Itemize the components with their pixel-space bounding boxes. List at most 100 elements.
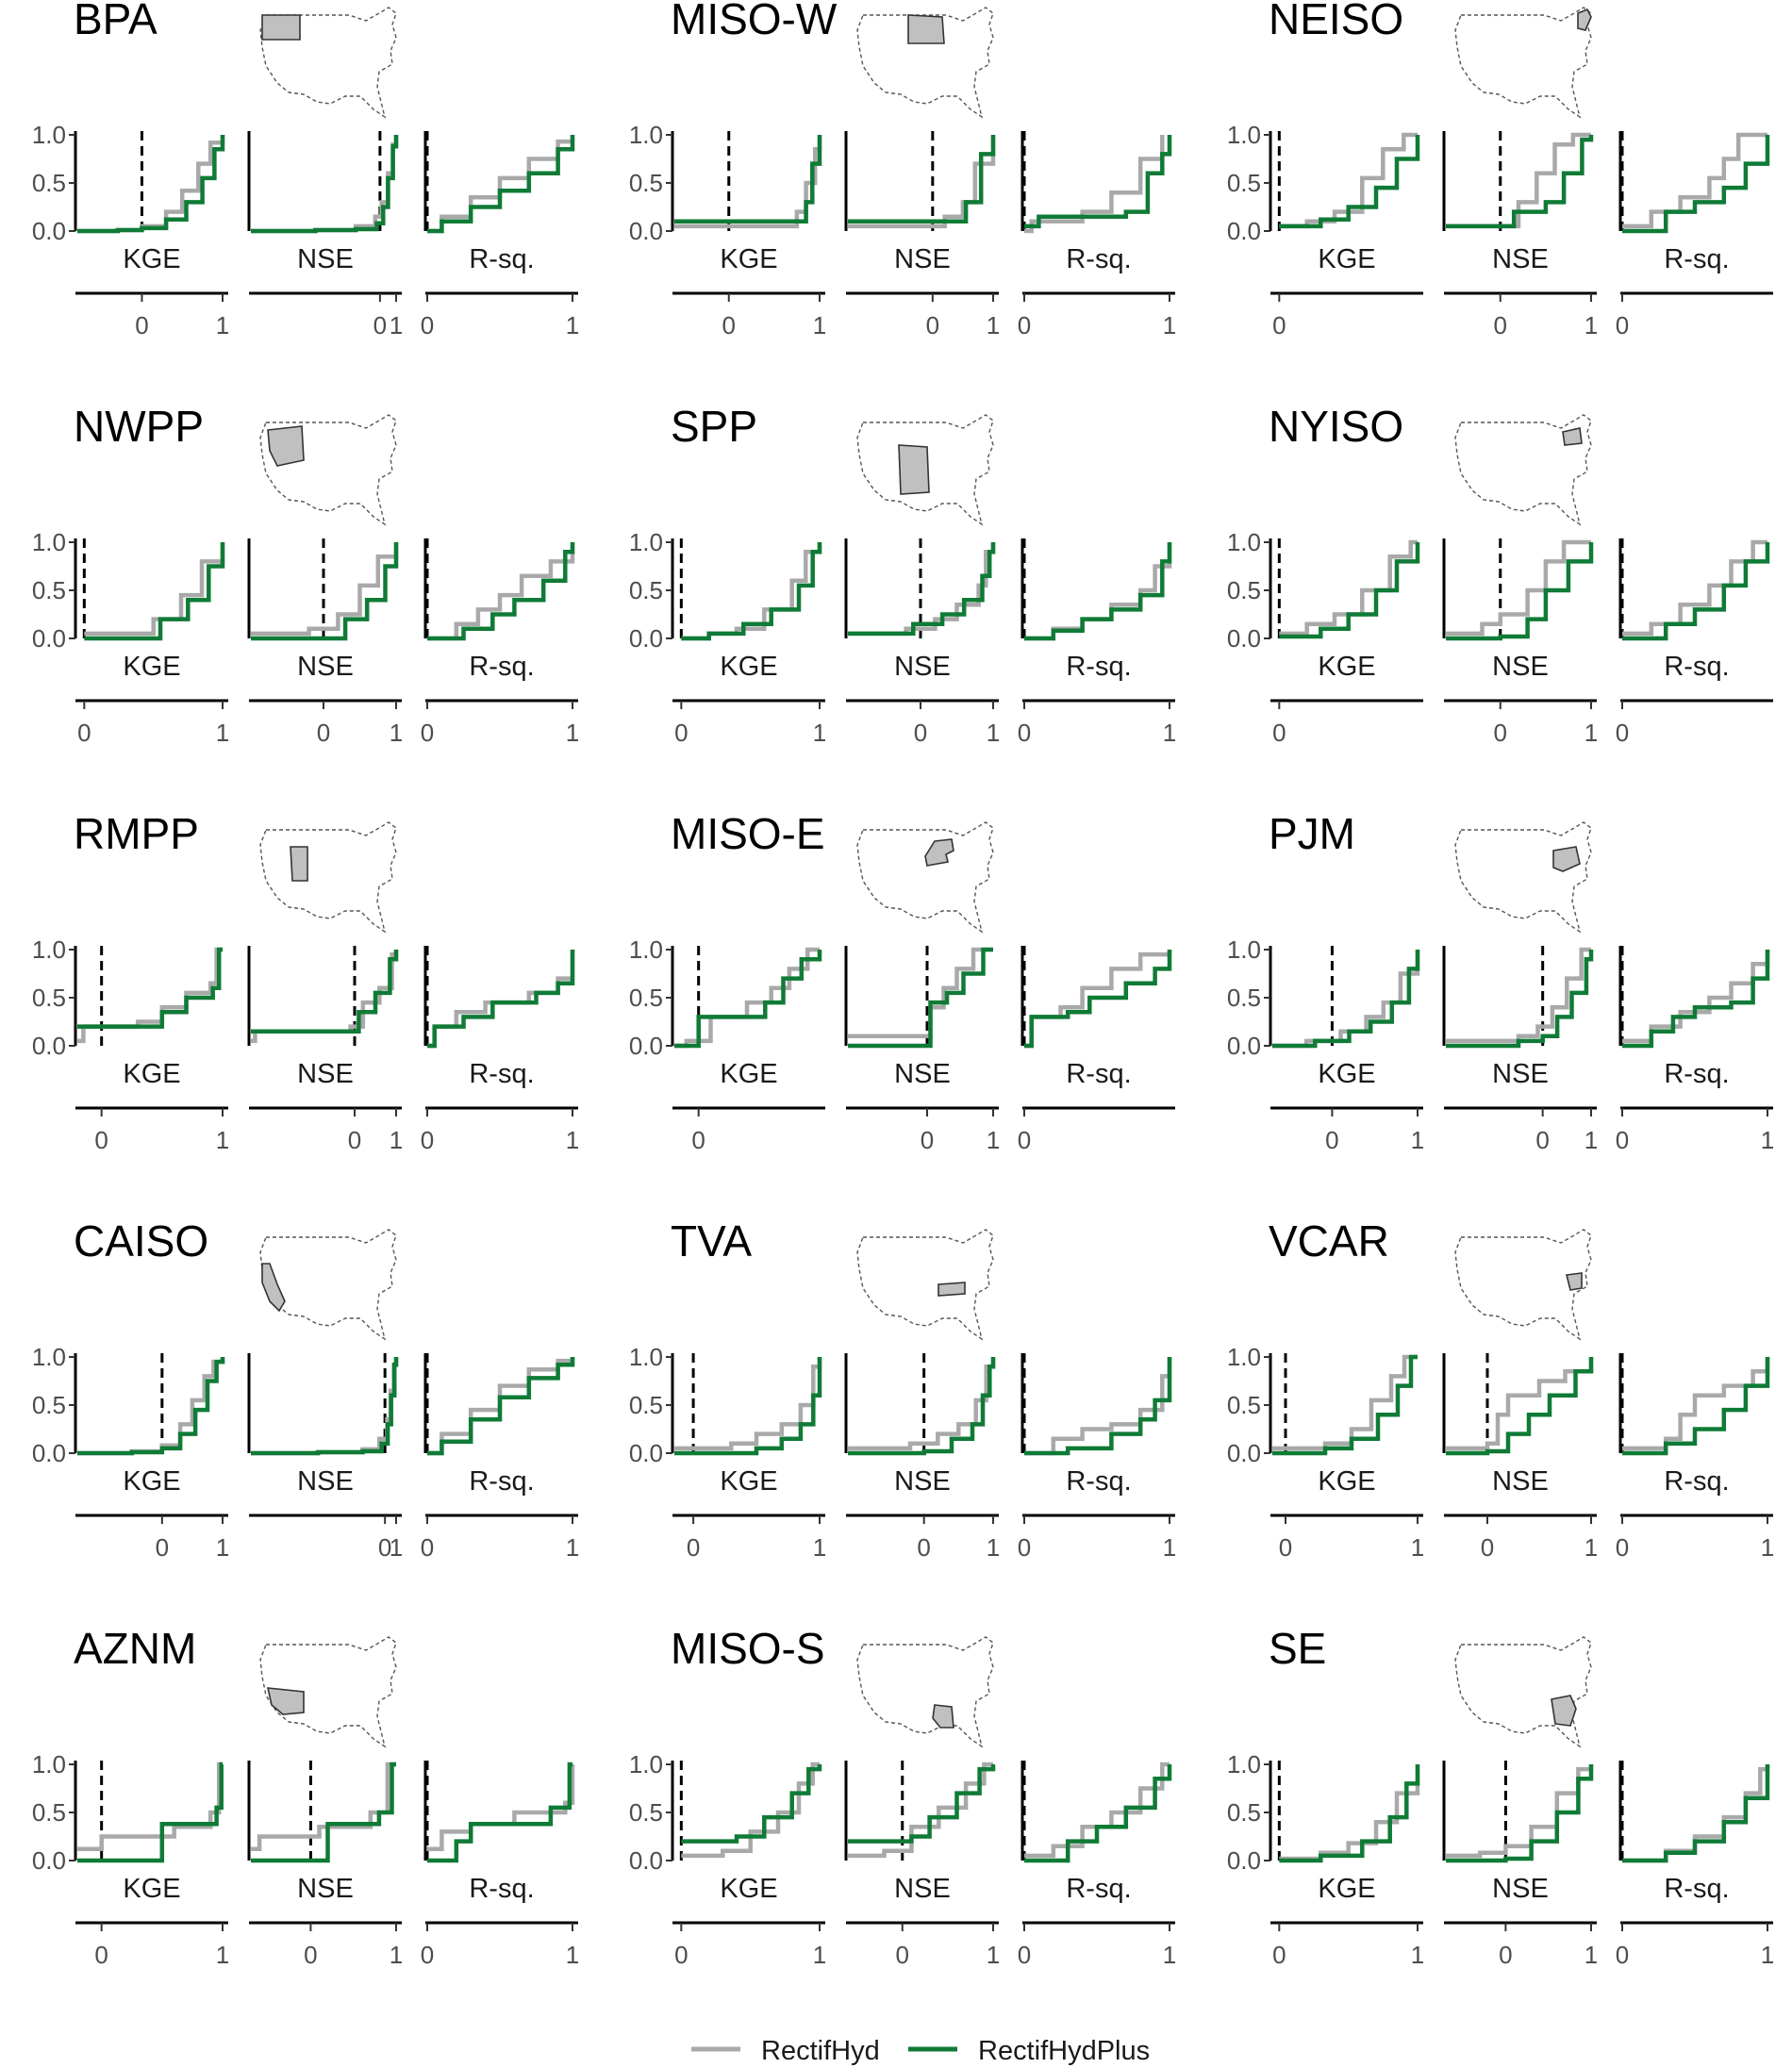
series-rectifhyd-nse [1446, 1764, 1594, 1859]
x-tick-label: 1 [1585, 719, 1598, 747]
metric-label-r-sq: R-sq. [469, 244, 534, 274]
panel-bpa-nse: NSE 0 1 [247, 131, 403, 339]
x-tick-label: 0 [687, 1533, 700, 1562]
x-tick-label: 1 [216, 719, 229, 747]
series-rectifhyd-kge [1279, 1764, 1420, 1861]
us-outline [259, 414, 397, 526]
x-tick-label: 1 [566, 1533, 579, 1562]
x-tick-label: 1 [390, 311, 403, 339]
x-tick-label: 1 [813, 1533, 826, 1562]
series-rectifhyd-r-sq [427, 135, 575, 234]
y-tick-label: 0.5 [1227, 169, 1261, 197]
highlighted-region [907, 14, 945, 44]
y-tick-label: 0.0 [1227, 624, 1261, 653]
series-rectifhydplus-nse [251, 542, 399, 641]
series-rectifhyd-nse [1446, 1357, 1594, 1451]
series-rectifhyd-r-sq [427, 1357, 575, 1456]
panel-se-r-sq: R-sq. 0 1 [1616, 1761, 1774, 1969]
series-rectifhydplus-nse [251, 1357, 399, 1456]
panel-aznm-r-sq: R-sq. 0 1 [421, 1761, 579, 1969]
panel-bpa-kge: 1.0 0.5 0.0 KGE 0 1 [32, 121, 229, 339]
panel-neiso-nse: NSE 0 1 [1442, 131, 1598, 339]
series-rectifhydplus-kge [1272, 950, 1420, 1049]
series-rectifhydplus-kge [84, 542, 225, 641]
series-rectifhydplus-r-sq [1622, 1764, 1770, 1863]
series-rectifhydplus-kge [674, 135, 822, 224]
panel-miso-s-kge: 1.0 0.5 0.0 KGE 0 1 [629, 1750, 826, 1969]
metric-label-kge: KGE [1318, 1874, 1375, 1904]
series-rectifhyd-r-sq [1622, 950, 1770, 1044]
locator-map-tva [856, 1229, 994, 1341]
x-tick-label: 1 [813, 311, 826, 339]
panel-pjm-r-sq: R-sq. 0 1 [1616, 946, 1774, 1154]
region-title-rmpp: RMPP [74, 809, 199, 858]
metric-label-r-sq: R-sq. [469, 1059, 534, 1089]
panel-se-nse: NSE 0 1 [1442, 1761, 1598, 1969]
x-tick-label: 0 [722, 311, 736, 339]
series-rectifhyd-kge [674, 1357, 822, 1451]
y-tick-label: 0.0 [629, 217, 663, 245]
x-tick-label: 1 [566, 311, 579, 339]
y-tick-label: 0.5 [629, 169, 663, 197]
us-outline [259, 1636, 397, 1748]
y-tick-label: 0.0 [1227, 1846, 1261, 1875]
series-rectifhydplus-kge [674, 1357, 822, 1456]
panel-nwpp-r-sq: R-sq. 0 1 [421, 538, 579, 747]
panel-neiso-kge: 1.0 0.5 0.0 KGE 0 [1227, 121, 1423, 339]
panel-spp-r-sq: R-sq. 0 1 [1018, 538, 1176, 747]
panel-caiso-nse: NSE 01 [247, 1353, 403, 1562]
series-rectifhyd-kge [1279, 132, 1418, 229]
metric-label-r-sq: R-sq. [1066, 1874, 1131, 1904]
series-rectifhydplus-nse [848, 135, 996, 224]
panel-miso-e-kge: 1.0 0.5 0.0 KGE 0 [629, 935, 825, 1154]
highlighted-region [261, 14, 301, 41]
series-rectifhyd-r-sq [1024, 542, 1172, 641]
series-rectifhydplus-kge [681, 1764, 822, 1844]
highlighted-region [1566, 1272, 1583, 1291]
y-tick-label: 0.0 [1227, 217, 1261, 245]
series-rectifhyd-r-sq [427, 950, 575, 1049]
x-tick-label: 1 [1761, 1126, 1774, 1154]
x-tick-label: 0 [691, 1126, 705, 1154]
us-outline [1454, 1636, 1592, 1748]
series-rectifhyd-r-sq [1622, 1357, 1770, 1451]
region-title-nyiso: NYISO [1269, 402, 1403, 451]
x-tick-label: 0 [1018, 1533, 1031, 1562]
metric-label-r-sq: R-sq. [469, 1874, 534, 1904]
series-rectifhyd-nse [848, 947, 993, 1039]
x-tick-label: 1 [987, 1126, 1000, 1154]
y-tick-label: 0.5 [629, 576, 663, 604]
series-rectifhydplus-r-sq [1622, 135, 1770, 234]
series-rectifhyd-kge [84, 542, 225, 637]
series-rectifhydplus-r-sq [1024, 950, 1172, 1049]
series-rectifhydplus-kge [1279, 135, 1420, 229]
locator-map-miso-e [856, 821, 994, 934]
series-rectifhyd-r-sq [1622, 539, 1767, 637]
locator-map-nwpp [259, 414, 397, 526]
x-tick-label: 1 [1163, 719, 1176, 747]
series-rectifhydplus-nse [1446, 950, 1594, 1049]
metric-label-nse: NSE [894, 652, 951, 682]
x-tick-label: 0 [1616, 311, 1629, 339]
metric-label-nse: NSE [894, 1874, 951, 1904]
region-title-spp: SPP [671, 402, 757, 451]
series-rectifhydplus-r-sq [427, 135, 575, 234]
x-tick-label: 0 [674, 719, 688, 747]
y-tick-label: 0.0 [32, 1846, 66, 1875]
metric-label-nse: NSE [894, 1059, 951, 1089]
y-tick-label: 0.0 [629, 1846, 663, 1875]
series-rectifhydplus-r-sq [1024, 542, 1172, 641]
metric-label-nse: NSE [1492, 1466, 1549, 1497]
locator-map-se [1454, 1636, 1592, 1748]
x-tick-label: 1 [566, 1126, 579, 1154]
series-rectifhydplus-kge [77, 947, 223, 1029]
us-outline [856, 821, 994, 934]
series-rectifhydplus-nse [848, 1764, 996, 1844]
us-outline [856, 1229, 994, 1341]
y-tick-label: 1.0 [1227, 528, 1261, 556]
